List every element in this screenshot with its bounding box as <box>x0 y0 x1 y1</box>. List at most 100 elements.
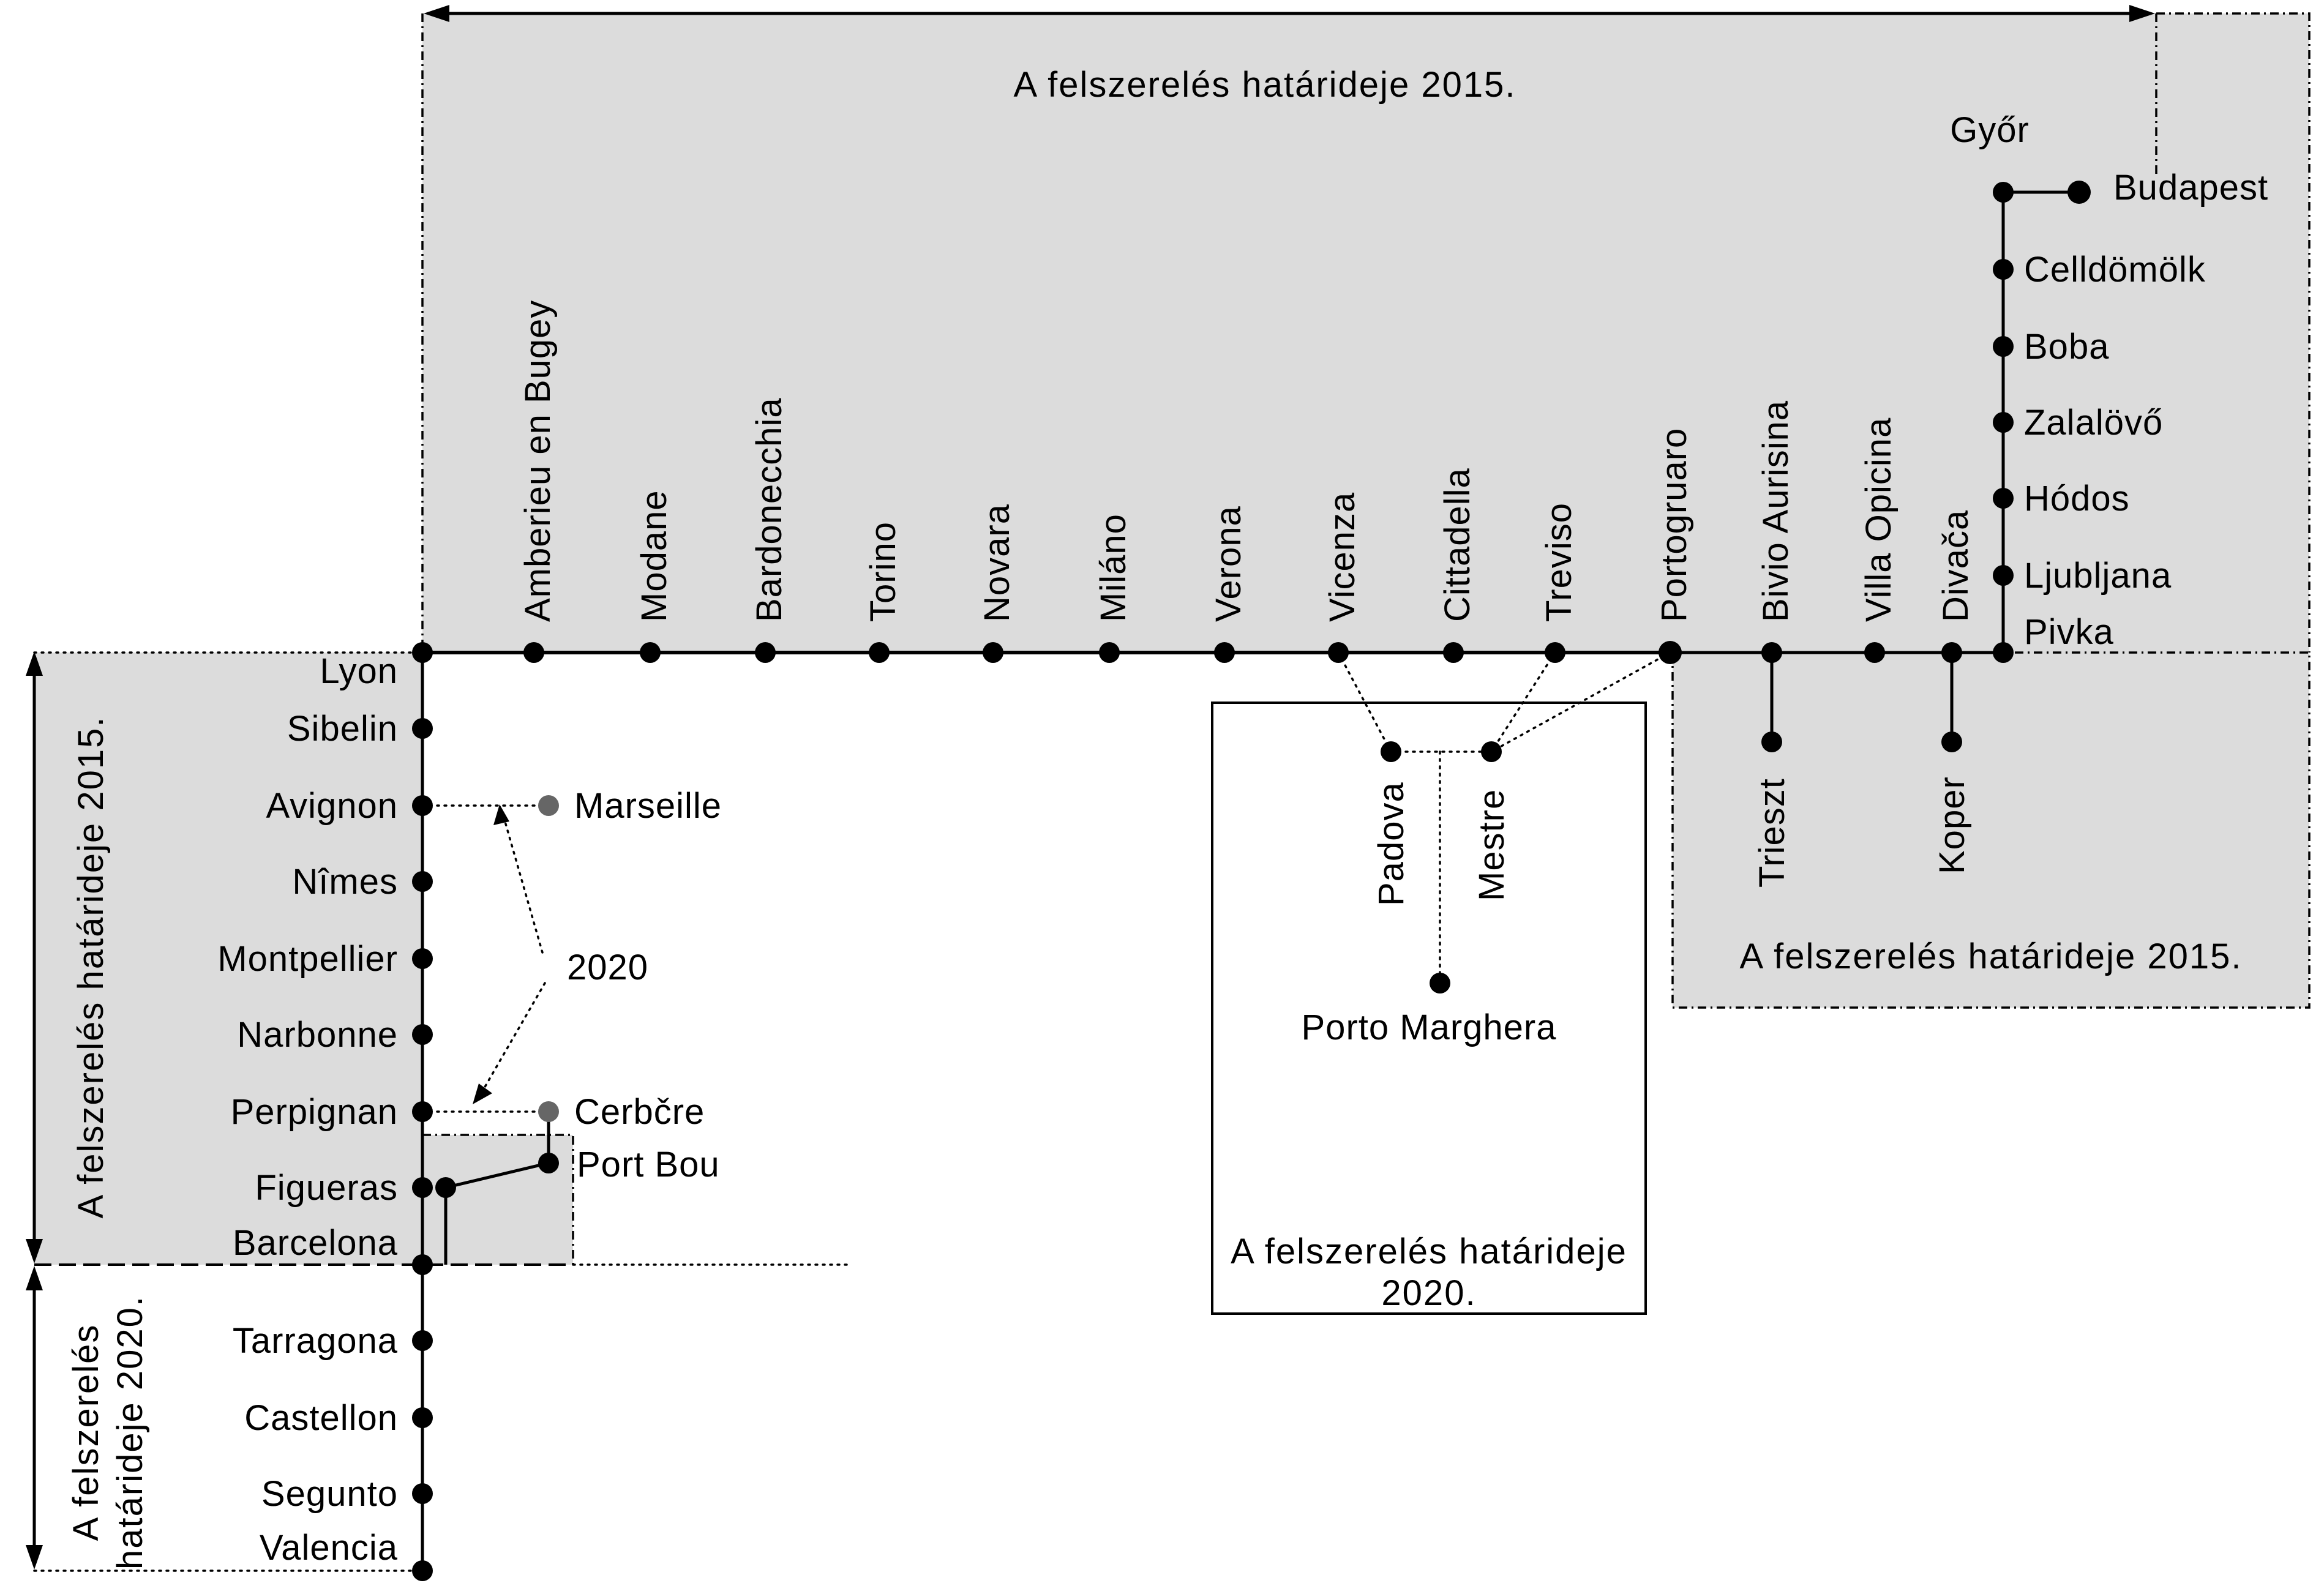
label-mestre: Mestre <box>1472 789 1512 901</box>
label-perpignan: Perpignan <box>231 1092 398 1132</box>
node-amberieu <box>523 642 544 663</box>
label-avignon: Avignon <box>266 786 398 826</box>
node-verona <box>1214 642 1235 663</box>
annotation-arrow-to-marseille <box>502 814 544 954</box>
line-portogruaro-mestre <box>1490 651 1671 753</box>
node-mestre <box>1481 741 1502 762</box>
top-arrow-head-left <box>424 5 449 22</box>
label-boba: Boba <box>2024 327 2109 367</box>
node-celldomolk <box>1993 259 2014 280</box>
station-labels-rotated: Amberieu en Bugey Modane Bardonecchia To… <box>518 300 1976 906</box>
label-modane: Modane <box>634 490 674 622</box>
node-valencia <box>412 1560 433 1581</box>
node-treviso <box>1545 642 1565 663</box>
label-zalalovo: Zalalövő <box>2024 403 2163 443</box>
node-boba <box>1993 336 2014 357</box>
left-arrow-2015-head-bottom <box>26 1239 43 1263</box>
region-middle-2020-label-line1: A felszerelés határideje <box>1231 1232 1627 1271</box>
annotation-2020-label: 2020 <box>567 948 648 987</box>
region-right-2015-shading <box>1673 653 2309 1008</box>
label-trieszt: Trieszt <box>1752 778 1792 888</box>
left-arrow-2015-head-top <box>26 651 43 676</box>
label-figueras: Figueras <box>255 1168 398 1208</box>
label-villa-opicina: Villa Opicina <box>1859 417 1899 622</box>
node-padova <box>1381 741 1401 762</box>
annotation-arrow-to-perpignan <box>480 982 546 1094</box>
label-koper: Koper <box>1932 776 1972 874</box>
node-zalalovo <box>1993 412 2014 433</box>
label-bivio-aurisina: Bivio Aurisina <box>1756 400 1796 622</box>
label-sibelin: Sibelin <box>287 709 398 749</box>
node-vicenza <box>1328 642 1349 663</box>
node-cerbere <box>538 1101 559 1122</box>
annotation-arrowhead-marseille <box>493 804 509 825</box>
node-gyor <box>1993 182 2014 203</box>
label-cittadella: Cittadella <box>1438 468 1477 622</box>
annotation-arrowhead-perpignan <box>473 1083 492 1104</box>
label-celldomolk: Celldömölk <box>2024 250 2206 290</box>
label-lyon: Lyon <box>320 651 398 691</box>
label-nimes: Nîmes <box>292 862 398 902</box>
label-divaca: Divača <box>1936 510 1976 622</box>
label-hodos: Hódos <box>2024 479 2130 518</box>
station-labels-east: Győr Budapest Celldömölk Boba Zalalövő H… <box>1302 110 2268 1047</box>
node-pivka <box>1993 642 2014 663</box>
node-segunto <box>412 1483 433 1504</box>
node-koper <box>1941 732 1962 752</box>
station-nodes <box>412 181 2091 1581</box>
region-left-2015-shading <box>34 653 422 1265</box>
left-arrow-2020-head-top <box>26 1266 43 1290</box>
node-hodos <box>1993 488 2014 509</box>
label-barcelona: Barcelona <box>233 1223 398 1263</box>
region-top-2015-label: A felszerelés határideje 2015. <box>1014 65 1516 105</box>
region-middle-2020-box <box>1211 702 1647 1315</box>
region-borders <box>33 12 2311 1572</box>
node-trieszt <box>1761 732 1782 752</box>
label-montpellier: Montpellier <box>217 939 398 979</box>
node-montpellier <box>412 948 433 969</box>
region-left-2015-label: A felszerelés határideje 2015. <box>71 716 111 1219</box>
region-labels: A felszerelés határideje 2015. A felszer… <box>66 65 2241 1570</box>
line-treviso-mestre <box>1490 651 1556 753</box>
label-verona: Verona <box>1209 506 1248 622</box>
label-portogruaro: Portogruaro <box>1654 428 1694 622</box>
node-porto-marghera <box>1430 973 1450 993</box>
node-divaca <box>1941 642 1962 663</box>
right-region-border <box>1671 651 2311 1009</box>
node-bardonecchia <box>755 642 776 663</box>
region-left-2020-label-line2: határideje 2020. <box>110 1295 150 1570</box>
label-milano: Miláno <box>1093 514 1133 622</box>
node-marseille <box>538 795 559 816</box>
node-budapest <box>2067 181 2091 204</box>
label-valencia: Valencia <box>260 1528 398 1568</box>
node-modane <box>640 642 661 663</box>
arrows <box>26 5 2155 1570</box>
label-cerbere: Cerbčre <box>574 1092 705 1132</box>
label-amberieu: Amberieu en Bugey <box>518 300 558 622</box>
left-arrow-2020-head-bottom <box>26 1545 43 1570</box>
region-middle-2020-label-line2: 2020. <box>1381 1273 1476 1313</box>
node-novara <box>983 642 1003 663</box>
line-port-bou-figueras <box>445 1161 549 1189</box>
station-labels-west: Lyon Sibelin Avignon Marseille Nîmes Mon… <box>217 651 722 1568</box>
label-ljubljana: Ljubljana <box>2024 556 2172 596</box>
label-pivka: Pivka <box>2024 612 2114 652</box>
node-milano <box>1099 642 1120 663</box>
shaded-regions <box>34 13 2309 1265</box>
label-marseille: Marseille <box>574 786 722 826</box>
label-narbonne: Narbonne <box>237 1015 398 1055</box>
label-novara: Novara <box>977 504 1017 622</box>
node-cittadella <box>1443 642 1464 663</box>
node-avignon <box>412 795 433 816</box>
node-bivio-aurisina <box>1761 642 1782 663</box>
node-nimes <box>412 871 433 892</box>
node-sibelin <box>412 718 433 739</box>
node-figueras-branch <box>435 1177 456 1198</box>
node-figueras <box>412 1177 433 1198</box>
label-tarragona: Tarragona <box>233 1321 398 1361</box>
top-region-border <box>421 12 2311 653</box>
label-bardonecchia: Bardonecchia <box>749 397 789 622</box>
node-ljubljana <box>1993 565 2014 586</box>
node-perpignan <box>412 1101 433 1122</box>
